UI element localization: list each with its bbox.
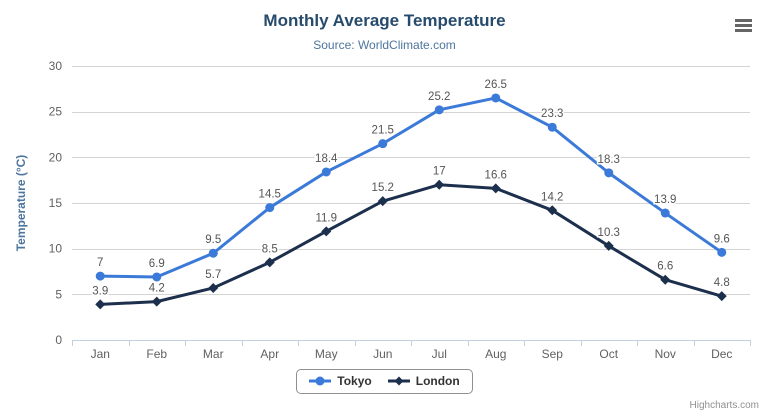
- data-label: 21.5: [372, 125, 394, 137]
- data-point-tokyo[interactable]: [152, 272, 162, 282]
- legend-item-tokyo[interactable]: Tokyo: [309, 374, 372, 388]
- data-point-london[interactable]: [264, 257, 275, 268]
- data-point-london[interactable]: [716, 291, 727, 302]
- data-point-tokyo[interactable]: [660, 208, 670, 218]
- x-tick-label: Nov: [655, 347, 676, 361]
- legend-item-london[interactable]: London: [387, 374, 460, 388]
- data-label: 4.8: [714, 277, 730, 289]
- data-point-london[interactable]: [208, 282, 219, 293]
- data-label: 14.2: [541, 191, 563, 203]
- x-tick-label: Jan: [91, 347, 110, 361]
- data-label: 11.9: [315, 212, 337, 224]
- data-label: 14.5: [259, 189, 281, 201]
- y-tick-label: 20: [49, 150, 63, 164]
- data-point-tokyo[interactable]: [547, 122, 557, 132]
- hamburger-menu-icon: [734, 18, 752, 22]
- data-point-tokyo[interactable]: [717, 247, 727, 257]
- x-tick-label: May: [315, 347, 338, 361]
- x-tick-label: Dec: [711, 347, 732, 361]
- chart-title: Monthly Average Temperature: [263, 11, 506, 30]
- data-label: 23.3: [541, 108, 563, 120]
- data-point-tokyo[interactable]: [265, 203, 275, 213]
- data-point-tokyo[interactable]: [434, 105, 444, 115]
- data-point-london[interactable]: [603, 240, 614, 251]
- data-label: 6.9: [149, 258, 165, 270]
- data-label: 18.3: [598, 154, 620, 166]
- data-label: 5.7: [205, 269, 221, 281]
- data-label: 10.3: [598, 227, 620, 239]
- x-tick-label: Feb: [146, 347, 167, 361]
- y-tick-label: 15: [49, 196, 63, 210]
- data-label: 18.4: [315, 153, 338, 165]
- x-tick-label: Sep: [542, 347, 564, 361]
- legend: Tokyo London: [0, 369, 769, 394]
- x-tick-label: Mar: [203, 347, 224, 361]
- series-line-london: [98, 183, 724, 306]
- data-point-london[interactable]: [95, 299, 106, 310]
- data-point-tokyo[interactable]: [491, 93, 501, 103]
- data-label: 7: [97, 257, 103, 269]
- x-tick-label: Jun: [373, 347, 392, 361]
- x-tick-label: Apr: [260, 347, 279, 361]
- data-point-tokyo[interactable]: [321, 167, 331, 177]
- hamburger-menu-icon: [734, 23, 752, 27]
- legend-label: London: [415, 374, 460, 388]
- data-label: 9.6: [714, 233, 730, 245]
- export-menu-button[interactable]: [731, 15, 755, 35]
- legend-label: Tokyo: [337, 374, 372, 388]
- data-label: 6.6: [657, 261, 673, 273]
- data-label: 13.9: [654, 194, 676, 206]
- data-label: 8.5: [262, 243, 278, 255]
- data-point-london[interactable]: [547, 205, 558, 216]
- data-point-london[interactable]: [151, 296, 162, 307]
- data-point-tokyo[interactable]: [208, 248, 218, 258]
- data-label: 26.5: [485, 79, 507, 91]
- data-label: 4.2: [149, 283, 165, 295]
- hamburger-menu-icon: [734, 28, 752, 32]
- data-point-london[interactable]: [490, 183, 501, 194]
- y-axis-title: Temperature (°C): [14, 155, 28, 252]
- data-label: 25.2: [428, 91, 450, 103]
- data-label: 3.9: [92, 285, 108, 297]
- data-point-london[interactable]: [321, 226, 332, 237]
- y-tick-label: 10: [49, 242, 63, 256]
- series-line-tokyo: [98, 96, 724, 279]
- x-tick-label: Jul: [432, 347, 447, 361]
- chart-subtitle: Source: WorldClimate.com: [313, 38, 456, 52]
- credits-link[interactable]: Highcharts.com: [689, 400, 759, 411]
- y-tick-label: 5: [55, 287, 62, 301]
- legend-marker-diamond-icon: [387, 376, 410, 386]
- data-point-london[interactable]: [377, 196, 388, 207]
- data-point-london[interactable]: [660, 274, 671, 285]
- data-label: 15.2: [372, 182, 394, 194]
- data-point-tokyo[interactable]: [378, 139, 388, 149]
- y-tick-label: 25: [49, 105, 63, 119]
- data-label: 17: [433, 166, 446, 178]
- data-point-tokyo[interactable]: [95, 271, 105, 281]
- legend-box: Tokyo London: [296, 369, 473, 394]
- x-tick-label: Aug: [485, 347, 506, 361]
- y-tick-label: 30: [49, 59, 63, 73]
- data-label: 16.6: [485, 169, 507, 181]
- data-label: 9.5: [205, 234, 221, 246]
- y-tick-label: 0: [55, 333, 62, 347]
- x-tick-label: Oct: [599, 347, 618, 361]
- data-point-london[interactable]: [434, 179, 445, 190]
- data-point-tokyo[interactable]: [604, 168, 614, 178]
- legend-marker-circle-icon: [309, 376, 332, 386]
